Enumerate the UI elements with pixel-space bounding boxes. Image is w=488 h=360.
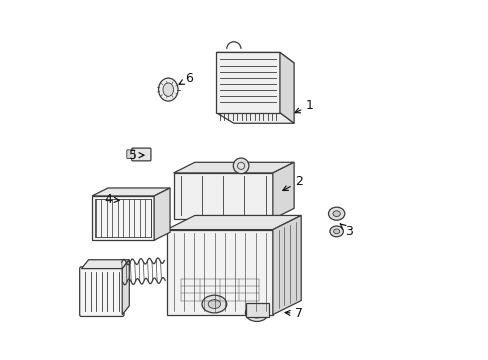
Ellipse shape (208, 300, 220, 309)
Ellipse shape (333, 229, 339, 234)
Text: 6: 6 (179, 72, 193, 85)
Text: 7: 7 (285, 307, 303, 320)
Text: 1: 1 (294, 99, 313, 113)
Ellipse shape (332, 211, 340, 216)
Polygon shape (272, 215, 301, 315)
Polygon shape (272, 162, 293, 219)
Polygon shape (92, 196, 154, 240)
Ellipse shape (163, 83, 173, 96)
Text: 4: 4 (104, 193, 119, 206)
Polygon shape (216, 53, 279, 113)
Ellipse shape (158, 78, 178, 101)
FancyBboxPatch shape (126, 150, 134, 158)
Polygon shape (81, 260, 129, 269)
Polygon shape (122, 260, 129, 315)
Polygon shape (216, 53, 293, 63)
Ellipse shape (329, 226, 343, 237)
Polygon shape (173, 162, 293, 173)
FancyBboxPatch shape (80, 267, 124, 316)
Ellipse shape (250, 308, 263, 318)
FancyBboxPatch shape (132, 148, 151, 161)
Text: 3: 3 (339, 224, 352, 238)
FancyBboxPatch shape (245, 303, 268, 317)
Polygon shape (92, 188, 170, 196)
Ellipse shape (253, 311, 260, 315)
Polygon shape (166, 230, 272, 315)
Polygon shape (173, 173, 272, 219)
Polygon shape (216, 113, 293, 123)
Text: 5: 5 (128, 149, 143, 162)
Polygon shape (154, 188, 170, 240)
Ellipse shape (328, 207, 344, 220)
Ellipse shape (245, 305, 268, 321)
Polygon shape (166, 215, 301, 230)
Circle shape (233, 158, 248, 174)
Text: 2: 2 (282, 175, 303, 190)
Ellipse shape (202, 295, 226, 313)
Polygon shape (279, 53, 293, 123)
